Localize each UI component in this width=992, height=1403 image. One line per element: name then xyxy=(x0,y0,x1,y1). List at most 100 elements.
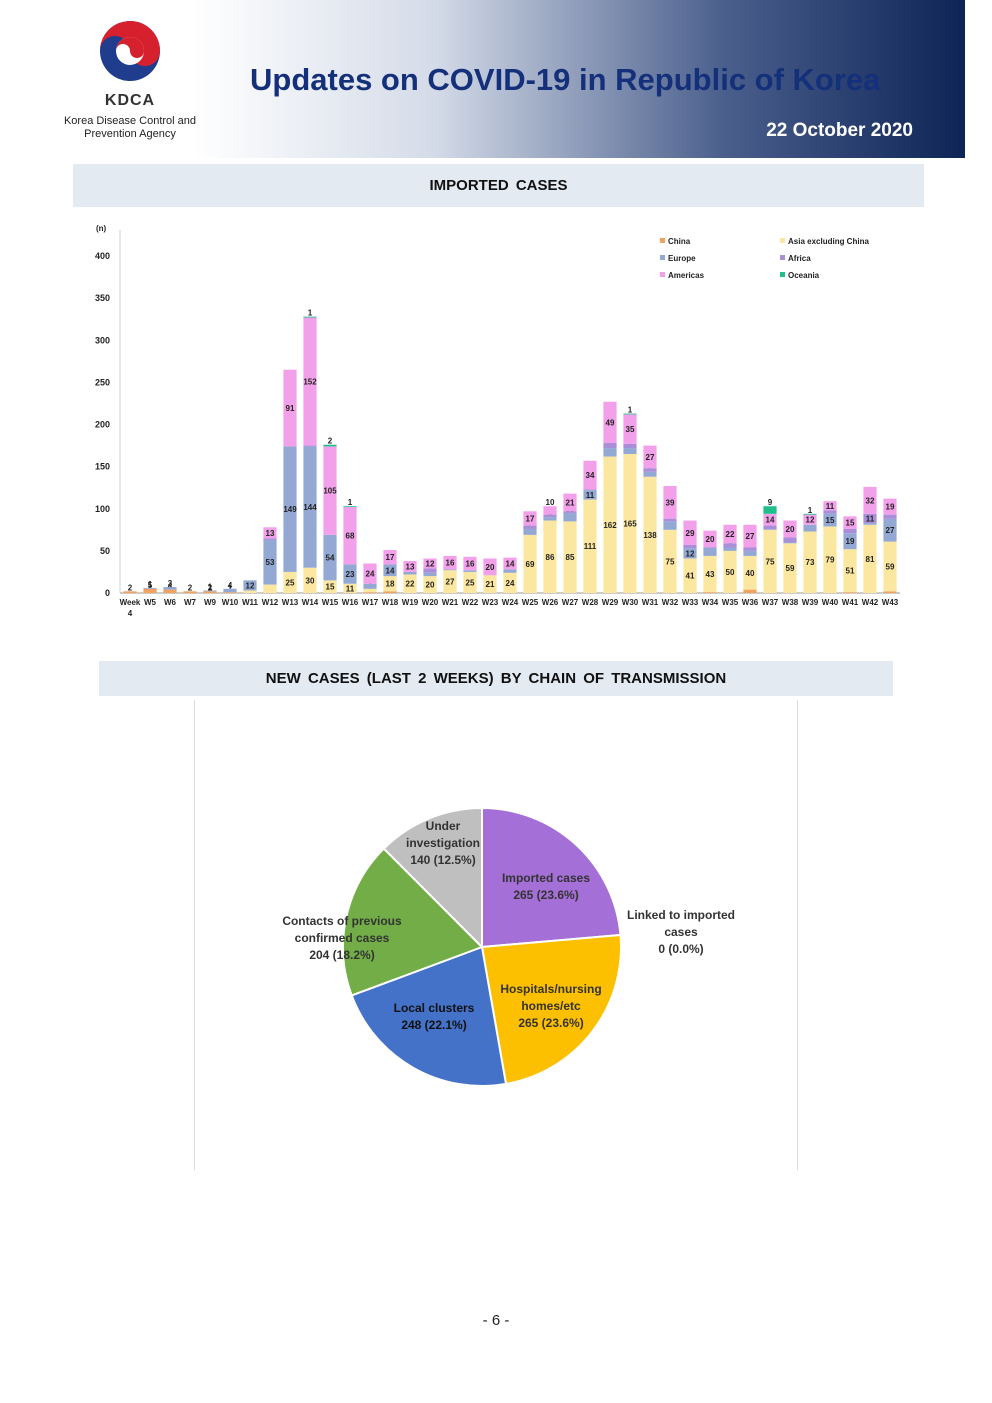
bar-segment xyxy=(623,443,637,449)
bar-segment xyxy=(863,524,877,593)
data-label: 81 xyxy=(866,555,875,564)
data-label: 12 xyxy=(246,581,255,590)
y-tick-label: 100 xyxy=(95,504,110,514)
bar-segment xyxy=(883,518,897,542)
x-tick-label: Week xyxy=(120,598,141,607)
bar-segment xyxy=(423,558,437,569)
data-label: 13 xyxy=(406,562,415,571)
data-label: 144 xyxy=(303,503,317,512)
data-label: 54 xyxy=(326,554,335,563)
data-label: 5 xyxy=(148,581,153,590)
bar-segment xyxy=(703,530,717,548)
bar-segment xyxy=(303,317,317,446)
bar-segment xyxy=(763,525,777,529)
pie-slice xyxy=(480,933,622,1086)
bar-segment xyxy=(183,591,197,593)
bar-segment xyxy=(423,568,437,573)
bar-segment xyxy=(723,543,737,548)
bar-segment xyxy=(443,569,457,571)
data-label: 1 xyxy=(228,584,233,593)
legend-swatch xyxy=(660,255,665,260)
bar-segment xyxy=(803,513,817,515)
bar-segment xyxy=(283,571,297,593)
bar-segment xyxy=(563,511,577,513)
data-label: 14 xyxy=(506,560,515,569)
bar-segment xyxy=(603,448,617,457)
data-label: 4 xyxy=(168,582,173,591)
data-label: 43 xyxy=(706,570,715,579)
bar-segment xyxy=(363,592,377,593)
legend-swatch xyxy=(660,272,665,277)
data-label: 27 xyxy=(646,453,655,462)
legend-swatch xyxy=(660,238,665,243)
bar-segment xyxy=(883,498,897,515)
bar-segment xyxy=(303,567,317,593)
bar-segment xyxy=(383,550,397,565)
data-label: 75 xyxy=(766,557,775,566)
bar-segment xyxy=(863,513,877,524)
bar-segment xyxy=(563,493,577,512)
bar-segment xyxy=(163,587,177,590)
x-tick-label: W6 xyxy=(164,598,177,607)
data-label: 34 xyxy=(586,471,595,480)
bar-segment xyxy=(803,514,817,525)
data-label: 16 xyxy=(466,560,475,569)
pie-label: Hospitals/nursing xyxy=(500,982,601,996)
bar-segment xyxy=(603,401,617,444)
bar-segment xyxy=(263,527,277,539)
legend-swatch xyxy=(780,272,785,277)
data-label: 13 xyxy=(266,529,275,538)
data-label: 15 xyxy=(326,583,335,592)
bar-segment xyxy=(383,564,397,577)
pie-label: 265 (23.6%) xyxy=(518,1016,583,1030)
bar-segment xyxy=(583,490,597,500)
org-abbreviation: KDCA xyxy=(104,92,156,109)
bar-segment xyxy=(743,589,757,593)
data-label: 1 xyxy=(308,309,313,318)
pie-chart-frame: Imported cases 265 (23.6%) Linked to impor… xyxy=(194,700,798,1170)
x-tick-label: W7 xyxy=(184,598,197,607)
x-tick-label: W16 xyxy=(342,598,359,607)
data-label: 11 xyxy=(586,491,595,500)
y-tick-label: 200 xyxy=(95,420,110,430)
data-label: 25 xyxy=(466,578,475,587)
bar-segment xyxy=(423,576,437,593)
data-label: 3 xyxy=(168,579,173,588)
transmission-pie-chart: Imported cases 265 (23.6%) Linked to impor… xyxy=(282,806,735,1087)
data-label: 20 xyxy=(786,525,795,534)
bar-segment xyxy=(503,569,517,573)
bar-segment xyxy=(343,507,357,565)
x-tick-label: W12 xyxy=(262,598,279,607)
pie-label: 0 (0.0%) xyxy=(658,942,703,956)
y-tick-label: 150 xyxy=(95,462,110,472)
x-tick-label: W34 xyxy=(702,598,719,607)
bar-segment xyxy=(383,591,397,593)
data-label: 86 xyxy=(546,553,555,562)
data-label: 22 xyxy=(406,580,415,589)
data-label: 27 xyxy=(746,532,755,541)
bar-segment xyxy=(723,547,737,551)
data-label: 30 xyxy=(306,576,315,585)
bar-segment xyxy=(663,521,677,530)
bar-segment xyxy=(783,542,797,544)
x-tick-label: W18 xyxy=(382,598,399,607)
pie-label: Linked to imported xyxy=(627,908,735,922)
bar-segment xyxy=(583,489,597,491)
pie-label: 248 (22.1%) xyxy=(401,1018,466,1032)
x-tick-label: W15 xyxy=(322,598,339,607)
x-tick-label: W26 xyxy=(542,598,559,607)
bar-segment xyxy=(123,591,137,593)
bar-segment xyxy=(703,547,717,556)
y-axis-label: (n) xyxy=(96,224,107,233)
bar-segment xyxy=(823,501,837,511)
data-label: 138 xyxy=(643,531,657,540)
pie-slice xyxy=(342,847,484,997)
bar-segment xyxy=(263,539,277,585)
x-tick-label: W36 xyxy=(742,598,759,607)
bar-segment xyxy=(543,514,557,518)
bar-segment xyxy=(523,525,537,529)
bar-segment xyxy=(883,514,897,519)
bar-segment xyxy=(343,506,357,508)
legend-label: Americas xyxy=(668,271,705,280)
x-tick-label: W24 xyxy=(502,598,519,607)
